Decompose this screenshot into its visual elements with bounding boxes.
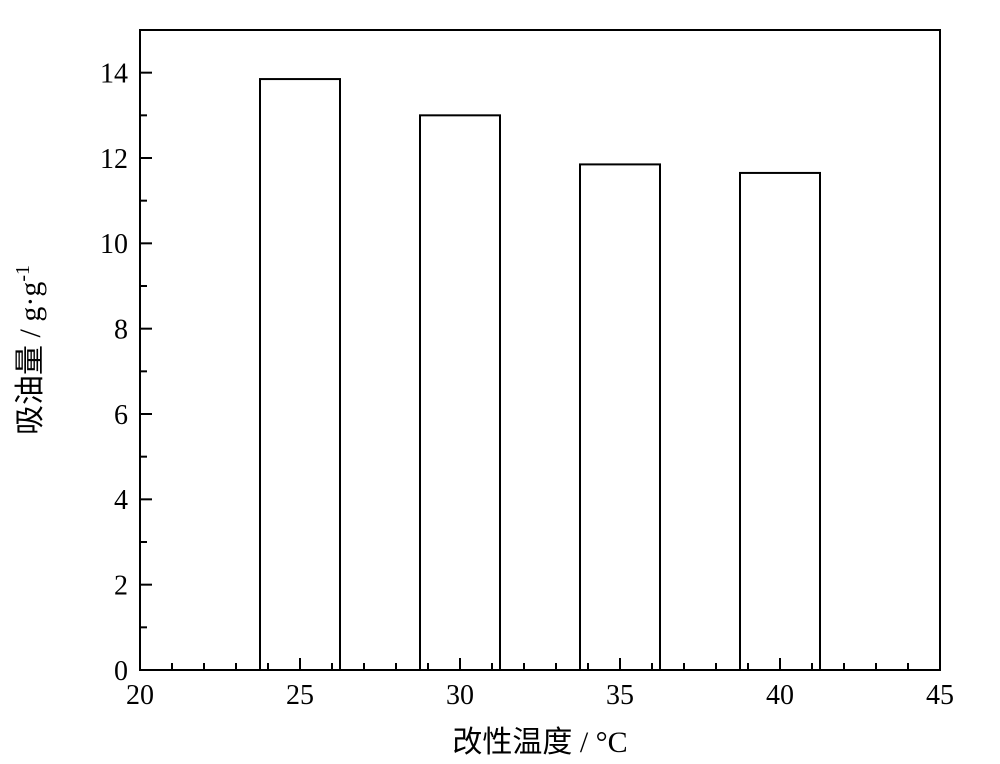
- y-tick-label: 14: [100, 58, 128, 89]
- y-axis-label: 吸油量 / g·g-1: [12, 265, 47, 435]
- y-tick-label: 4: [114, 485, 128, 516]
- x-tick-label: 20: [126, 680, 154, 711]
- bar: [420, 115, 500, 670]
- x-axis-label: 改性温度 / °C: [452, 726, 627, 759]
- chart-container: 20 25 30 35 40 45 改性温度 / °C 0 2 4 6 8 10 12 14 吸油量 / g·…: [0, 0, 1000, 764]
- y-tick-label: 2: [114, 570, 128, 601]
- y-tick-label: 10: [100, 229, 128, 260]
- bar: [580, 164, 660, 670]
- x-tick-label: 25: [286, 680, 314, 711]
- bar-chart: 20 25 30 35 40 45 改性温度 / °C 0 2 4 6 8 10 12 14 吸油量 / g·…: [0, 0, 1000, 764]
- y-tick-label: 6: [114, 400, 128, 431]
- y-tick-label: 8: [114, 314, 128, 345]
- x-tick-label: 40: [766, 680, 794, 711]
- x-tick-label: 45: [926, 680, 954, 711]
- bar: [260, 79, 340, 670]
- x-tick-label: 30: [446, 680, 474, 711]
- x-tick-label: 35: [606, 680, 634, 711]
- y-tick-label: 0: [114, 656, 128, 687]
- y-tick-label: 12: [100, 144, 128, 175]
- bar: [740, 173, 820, 670]
